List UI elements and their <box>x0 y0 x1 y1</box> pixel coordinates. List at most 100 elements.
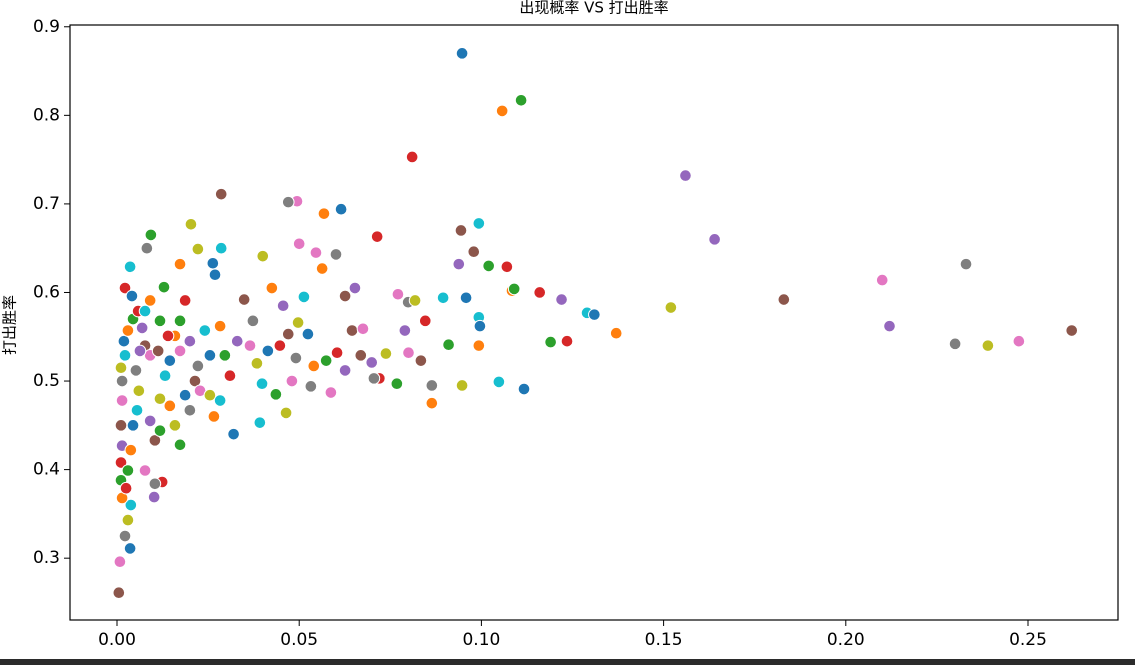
point <box>147 490 161 504</box>
point <box>223 369 237 383</box>
point <box>125 289 139 303</box>
point <box>317 207 331 220</box>
point <box>158 369 172 383</box>
point <box>405 150 419 164</box>
point <box>959 257 973 271</box>
point <box>173 314 187 328</box>
point <box>213 394 227 407</box>
point <box>338 364 352 377</box>
y-tick-label: 0.8 <box>33 105 60 125</box>
point <box>121 324 135 337</box>
point <box>402 346 415 360</box>
point <box>285 374 299 388</box>
point <box>436 291 450 305</box>
point <box>414 354 428 367</box>
point <box>113 555 127 569</box>
point <box>153 392 167 406</box>
point <box>459 291 473 305</box>
point <box>163 354 177 367</box>
point <box>297 290 311 304</box>
point <box>153 314 167 328</box>
point <box>148 434 162 447</box>
point <box>203 388 217 402</box>
x-tick-label: 0.15 <box>645 630 683 650</box>
point <box>379 347 393 360</box>
point <box>500 260 514 274</box>
point <box>777 293 791 306</box>
point <box>367 372 381 385</box>
point <box>173 257 187 271</box>
point <box>679 169 692 182</box>
point <box>588 308 601 321</box>
point <box>118 281 132 295</box>
y-tick-label: 0.4 <box>33 460 60 480</box>
point <box>291 316 305 329</box>
point <box>517 382 531 396</box>
y-tick-label: 0.9 <box>33 17 60 37</box>
point <box>455 379 469 392</box>
point <box>203 349 217 362</box>
point <box>425 379 439 392</box>
point <box>315 262 329 275</box>
point <box>157 280 171 294</box>
point <box>875 273 889 287</box>
y-axis-label: 打出胜率 <box>1 295 19 355</box>
point <box>261 344 275 358</box>
x-tick-label: 0.00 <box>98 630 136 650</box>
point <box>148 477 162 491</box>
point <box>1012 334 1026 348</box>
point <box>354 349 368 362</box>
point <box>560 334 574 348</box>
point <box>135 321 149 335</box>
point <box>408 294 422 307</box>
point <box>123 260 137 274</box>
point <box>307 359 321 373</box>
point <box>370 230 384 243</box>
point <box>183 403 197 417</box>
point <box>309 246 323 259</box>
point <box>269 388 283 401</box>
point <box>250 357 264 370</box>
point <box>507 282 521 296</box>
point <box>514 93 528 107</box>
point <box>144 228 158 242</box>
point <box>467 245 481 259</box>
point <box>279 406 293 420</box>
point <box>348 281 362 295</box>
point <box>253 416 267 429</box>
point <box>214 241 228 255</box>
point <box>126 419 140 432</box>
point <box>418 314 432 328</box>
point <box>130 403 144 417</box>
point <box>163 399 177 413</box>
point <box>121 464 135 477</box>
chart-title: 出现概率 VS 打出胜率 <box>519 0 668 17</box>
point <box>121 513 135 527</box>
point <box>281 195 295 209</box>
point <box>143 294 157 307</box>
point <box>124 498 138 512</box>
point <box>119 481 133 495</box>
point <box>256 249 270 263</box>
point <box>153 424 167 437</box>
point <box>133 344 147 358</box>
point <box>227 427 240 441</box>
point <box>178 388 192 402</box>
point <box>281 327 295 341</box>
point <box>114 456 128 469</box>
point <box>319 354 333 367</box>
point <box>338 289 352 303</box>
point <box>301 327 315 341</box>
point <box>276 299 290 313</box>
point <box>151 344 165 358</box>
point <box>391 287 405 301</box>
point <box>183 334 197 348</box>
point <box>140 241 154 255</box>
point <box>143 414 157 428</box>
point <box>214 187 228 201</box>
point <box>345 324 359 337</box>
point <box>324 386 338 399</box>
point <box>173 344 187 358</box>
point <box>237 293 251 306</box>
